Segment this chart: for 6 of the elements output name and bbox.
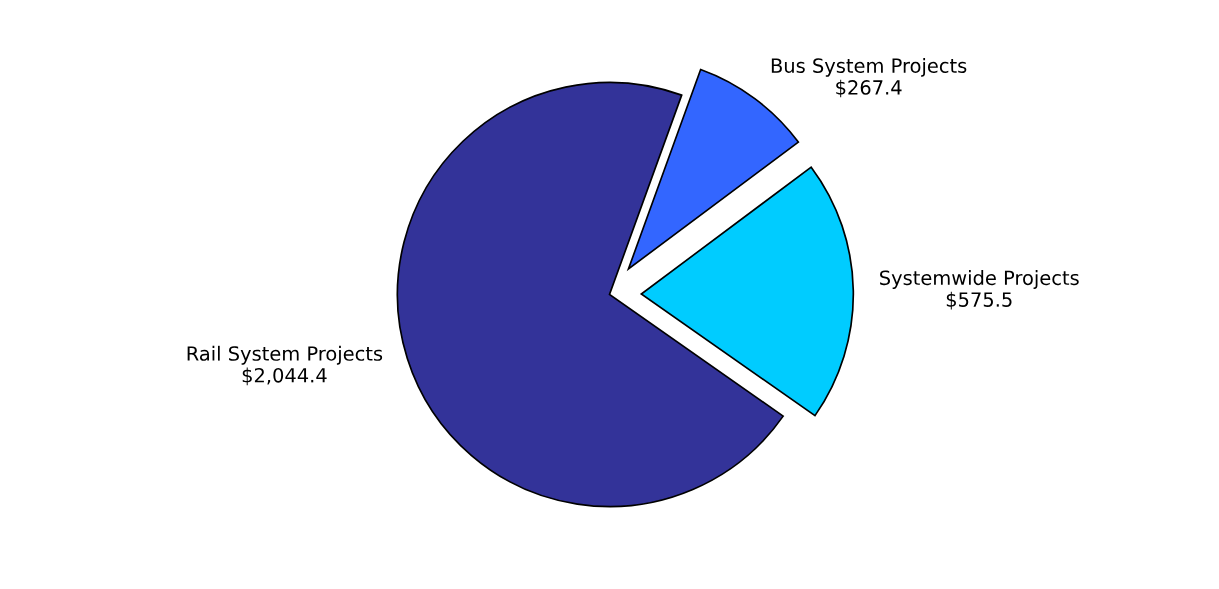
- slice-label: Bus System Projects: [771, 57, 967, 77]
- data-label: $2,044.4: [242, 367, 327, 386]
- slice-label: Rail System Projects: [187, 345, 383, 365]
- slice-label: Systemwide Projects: [880, 270, 1079, 289]
- data-label: $575.5: [946, 291, 1012, 310]
- data-label: $267.4: [836, 79, 902, 98]
